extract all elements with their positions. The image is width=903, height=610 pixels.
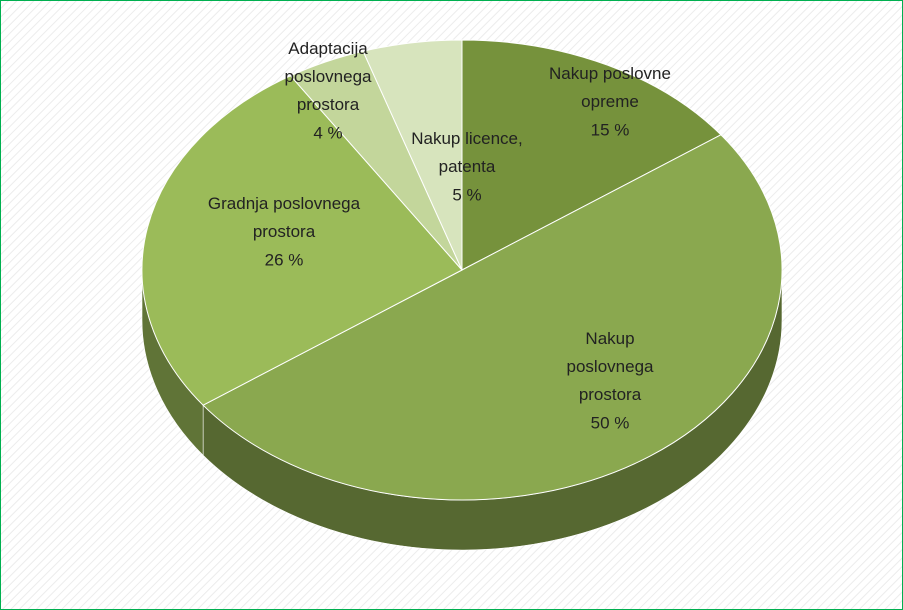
slice <box>362 39 463 271</box>
slice-value-label: 5 % <box>452 185 481 204</box>
slice-label: Gradnja poslovnega prostora <box>208 194 361 241</box>
slice-value-label: 15 % <box>591 120 630 139</box>
slice <box>202 134 783 501</box>
slice <box>461 39 722 271</box>
slice-value-label: 4 % <box>313 123 342 142</box>
slice-label: Adaptacija poslovnega prostora <box>285 39 373 114</box>
slice-label: Nakup poslovne opreme <box>549 64 671 111</box>
slice-label: Nakup licence, patenta <box>411 129 523 176</box>
slice <box>141 75 463 406</box>
slice-label: Nakup poslovnega prostora <box>567 329 655 404</box>
slice-value-label: 26 % <box>265 250 304 269</box>
slice-value-label: 50 % <box>591 413 630 432</box>
